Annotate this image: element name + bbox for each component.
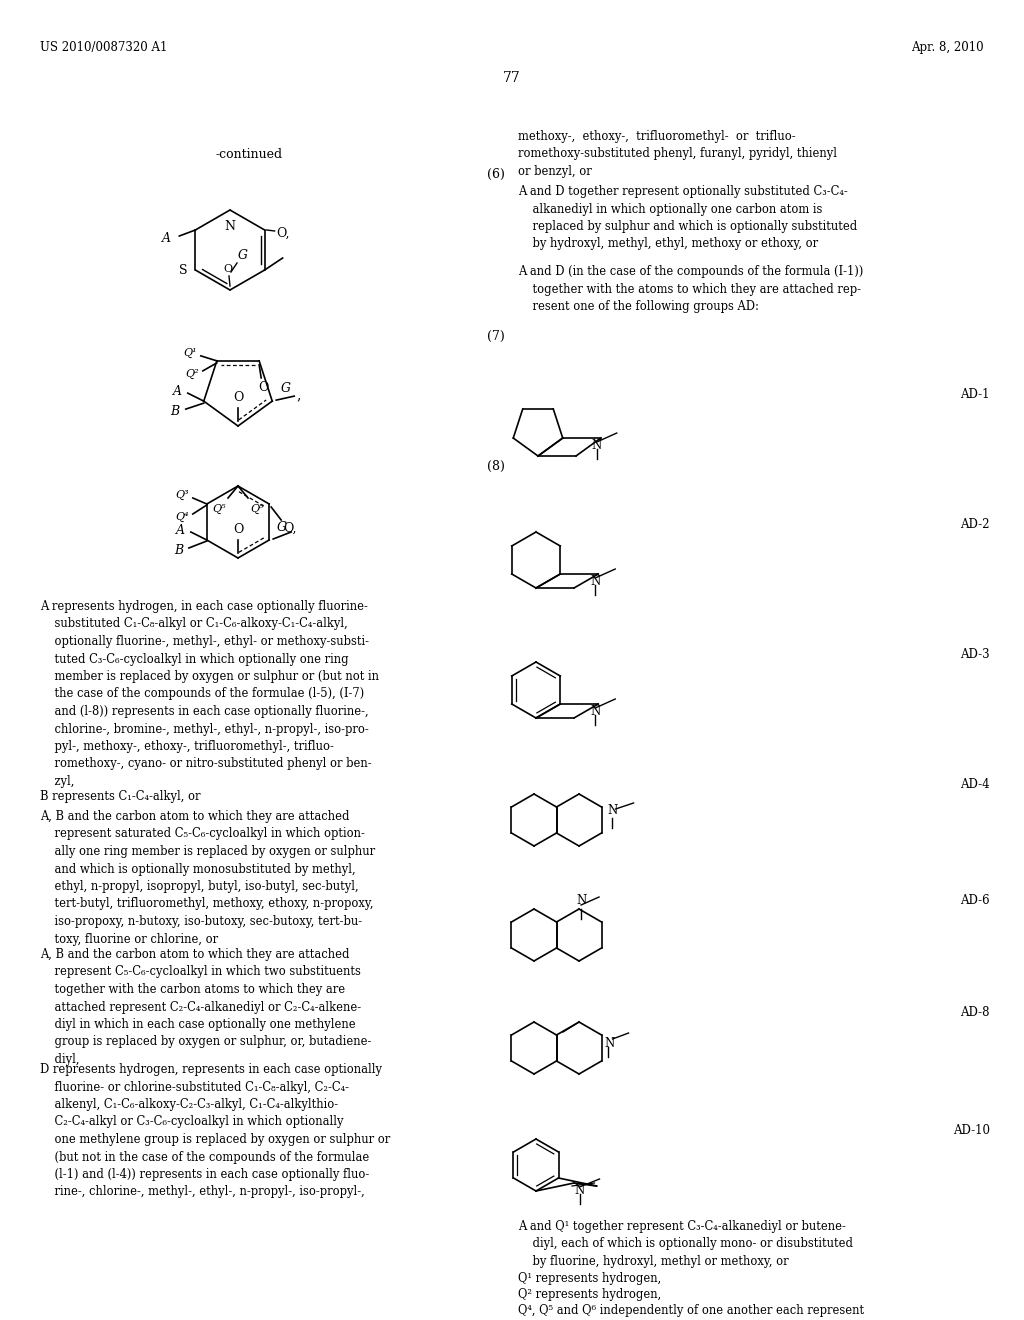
Text: G: G bbox=[238, 249, 248, 261]
Text: Q²: Q² bbox=[185, 368, 199, 379]
Text: N: N bbox=[590, 576, 600, 587]
Text: O: O bbox=[232, 391, 243, 404]
Text: B represents C₁-C₄-alkyl, or: B represents C₁-C₄-alkyl, or bbox=[40, 789, 201, 803]
Text: D represents hydrogen, represents in each case optionally
    fluorine- or chlor: D represents hydrogen, represents in eac… bbox=[40, 1063, 390, 1199]
Text: Apr. 8, 2010: Apr. 8, 2010 bbox=[911, 41, 984, 54]
Text: A and D together represent optionally substituted C₃-C₄-
    alkanediyl in which: A and D together represent optionally su… bbox=[518, 185, 857, 251]
Text: O: O bbox=[258, 381, 268, 393]
Text: A, B and the carbon atom to which they are attached
    represent saturated C₅-C: A, B and the carbon atom to which they a… bbox=[40, 810, 375, 945]
Text: N: N bbox=[604, 1038, 614, 1049]
Text: N: N bbox=[224, 220, 236, 234]
Text: O,: O, bbox=[284, 521, 297, 535]
Text: (6): (6) bbox=[487, 168, 505, 181]
Text: (8): (8) bbox=[487, 459, 505, 473]
Text: methoxy-,  ethoxy-,  trifluoromethyl-  or  trifluo-
romethoxy-substituted phenyl: methoxy-, ethoxy-, trifluoromethyl- or t… bbox=[518, 129, 837, 178]
Text: AD-8: AD-8 bbox=[961, 1006, 990, 1019]
Text: S: S bbox=[179, 264, 187, 276]
Text: Q¹: Q¹ bbox=[183, 348, 197, 358]
Text: AD-10: AD-10 bbox=[953, 1123, 990, 1137]
Text: ,: , bbox=[296, 388, 301, 403]
Text: A represents hydrogen, in each case optionally fluorine-
    substituted C₁-C₈-a: A represents hydrogen, in each case opti… bbox=[40, 601, 379, 788]
Text: 77: 77 bbox=[503, 71, 521, 84]
Text: Q⁴, Q⁵ and Q⁶ independently of one another each represent
    hydrogen, methyl o: Q⁴, Q⁵ and Q⁶ independently of one anoth… bbox=[518, 1304, 864, 1320]
Text: N: N bbox=[590, 705, 600, 718]
Text: A and D (in the case of the compounds of the formula (I-1))
    together with th: A and D (in the case of the compounds of… bbox=[518, 265, 863, 313]
Text: -continued: -continued bbox=[215, 148, 283, 161]
Text: AD-3: AD-3 bbox=[961, 648, 990, 661]
Text: N: N bbox=[607, 804, 617, 817]
Text: A, B and the carbon atom to which they are attached
    represent C₅-C₆-cycloalk: A, B and the carbon atom to which they a… bbox=[40, 948, 372, 1067]
Text: AD-4: AD-4 bbox=[961, 779, 990, 792]
Text: G: G bbox=[278, 521, 287, 535]
Text: Q¹ represents hydrogen,: Q¹ represents hydrogen, bbox=[518, 1272, 662, 1284]
Text: (7): (7) bbox=[487, 330, 505, 343]
Text: Q⁴: Q⁴ bbox=[175, 512, 188, 521]
Text: A: A bbox=[176, 524, 184, 536]
Text: N: N bbox=[574, 1184, 585, 1197]
Text: US 2010/0087320 A1: US 2010/0087320 A1 bbox=[40, 41, 167, 54]
Text: AD-1: AD-1 bbox=[961, 388, 990, 401]
Text: B: B bbox=[174, 544, 183, 557]
Text: N: N bbox=[575, 894, 586, 907]
Text: A: A bbox=[173, 384, 182, 397]
Text: O: O bbox=[232, 523, 243, 536]
Text: O,: O, bbox=[276, 227, 290, 239]
Text: AD-6: AD-6 bbox=[961, 894, 990, 907]
Text: A: A bbox=[163, 231, 171, 244]
Text: A and Q¹ together represent C₃-C₄-alkanediyl or butene-
    diyl, each of which : A and Q¹ together represent C₃-C₄-alkane… bbox=[518, 1220, 853, 1269]
Text: Q² represents hydrogen,: Q² represents hydrogen, bbox=[518, 1288, 662, 1302]
Text: N: N bbox=[592, 440, 602, 451]
Text: O: O bbox=[223, 264, 232, 275]
Text: Q⁵: Q⁵ bbox=[212, 504, 226, 513]
Text: AD-2: AD-2 bbox=[961, 519, 990, 532]
Text: Q⁶: Q⁶ bbox=[250, 504, 263, 513]
Text: B: B bbox=[171, 405, 180, 417]
Text: G: G bbox=[281, 381, 290, 395]
Text: Q³: Q³ bbox=[175, 490, 188, 500]
